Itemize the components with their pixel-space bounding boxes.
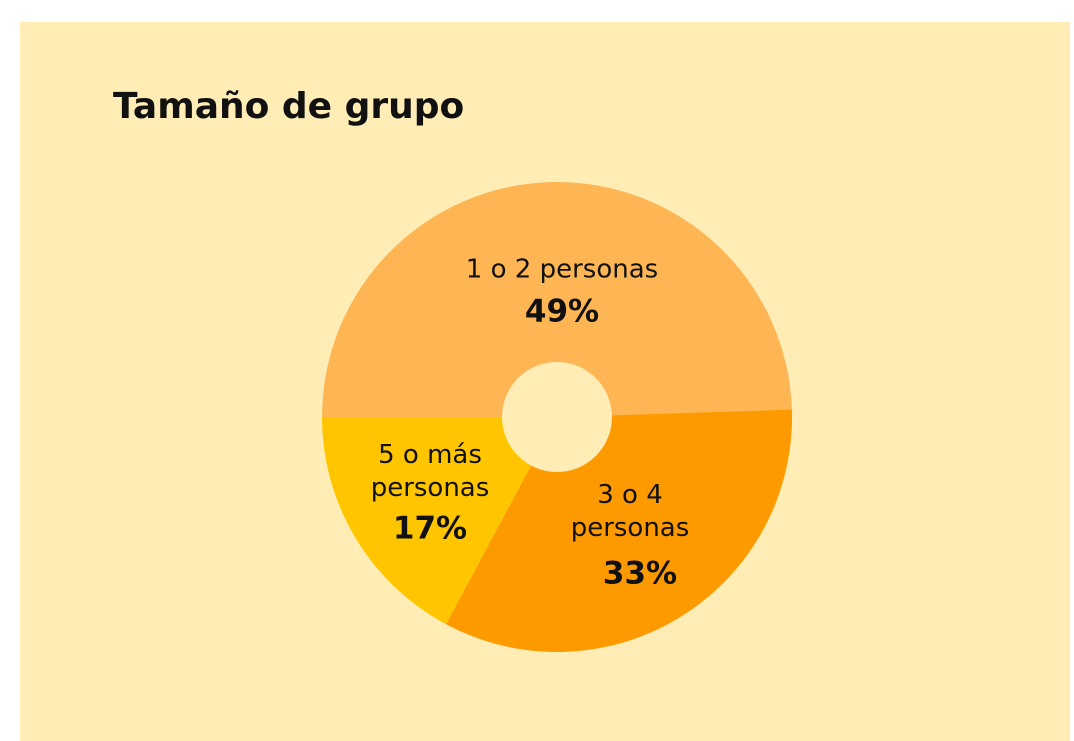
donut-slice bbox=[322, 181, 792, 417]
slice-label: 1 o 2 personas bbox=[466, 255, 658, 285]
slice-value-label: 17% bbox=[393, 511, 467, 547]
slice-label: 5 o más personas bbox=[371, 440, 490, 503]
slice-value-label: 33% bbox=[603, 556, 677, 592]
slice-label: 3 o 4 personas bbox=[571, 480, 690, 543]
chart-title: Tamaño de grupo bbox=[113, 86, 464, 127]
donut-hole bbox=[502, 362, 612, 472]
donut-slice bbox=[322, 417, 557, 625]
donut-slice bbox=[446, 409, 792, 652]
slice-value-label: 49% bbox=[525, 294, 599, 330]
